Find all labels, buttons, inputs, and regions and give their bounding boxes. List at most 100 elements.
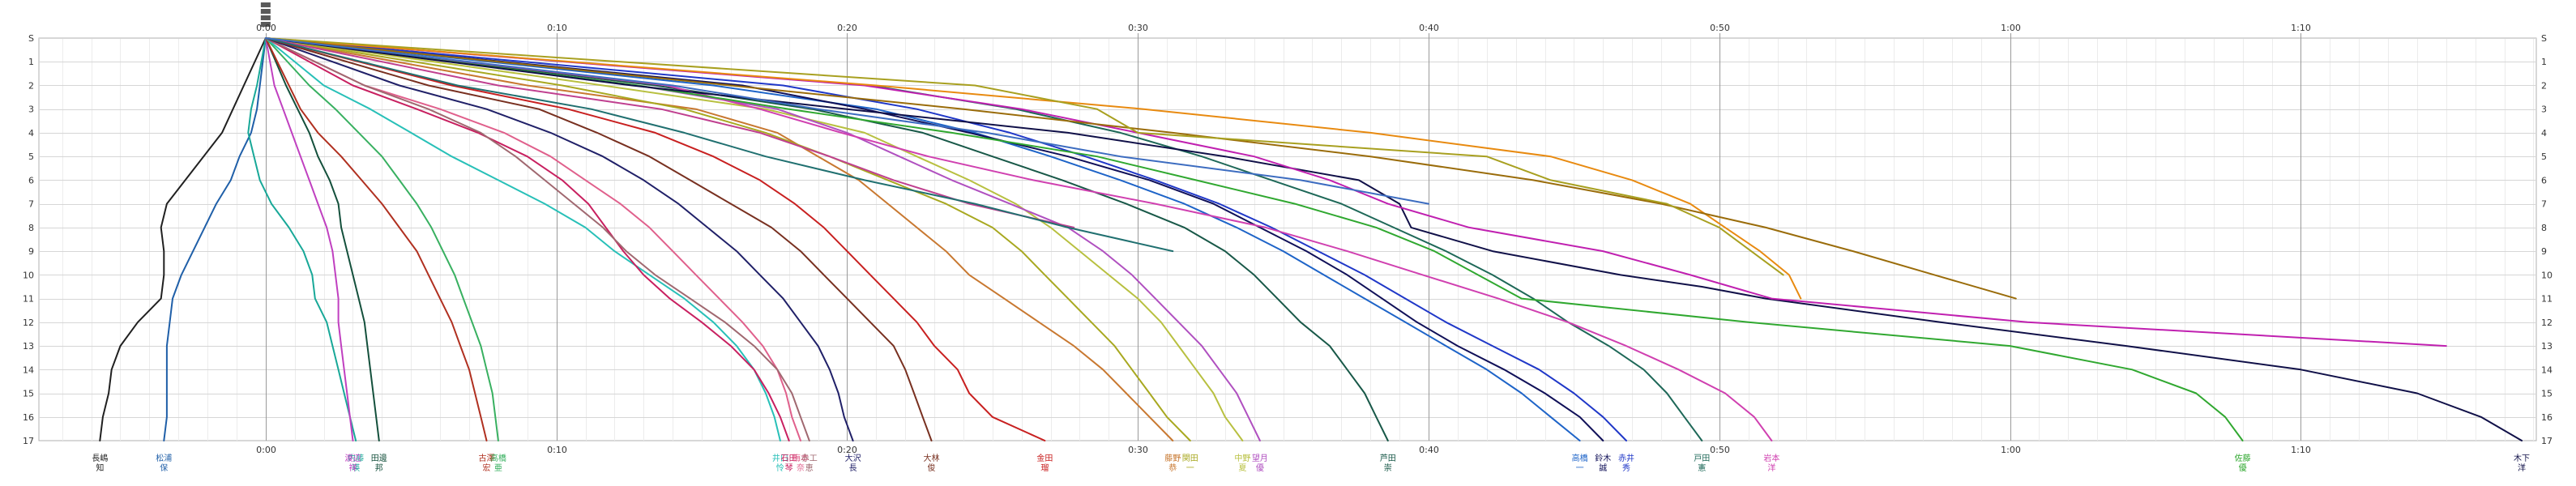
rider-name-second-line: 洋	[1767, 463, 1775, 473]
rider-name: 古澤	[479, 453, 495, 463]
series-line-18	[264, 37, 1389, 441]
y-tick-label-left: 5	[28, 151, 34, 162]
series-lines	[99, 37, 2523, 441]
rider-name-second-line: 瑛	[352, 463, 360, 473]
start-marker	[260, 2, 271, 27]
y-tick-label-left: 11	[23, 294, 34, 305]
series-line-10	[264, 37, 810, 441]
rider-name: 赤井	[1618, 453, 1634, 463]
rider-name: 望月	[1252, 453, 1268, 463]
rider-name: 石田	[781, 454, 797, 463]
x-tick-label-bottom: 0:00	[256, 445, 276, 455]
start-marker-block	[260, 22, 271, 27]
y-tick-label-left: 13	[23, 341, 34, 352]
series-line-7	[264, 37, 781, 441]
rider-name-second-line: 知	[96, 463, 104, 473]
series-line-19	[264, 37, 1581, 441]
rider-name-second-line: 憲	[1698, 463, 1706, 473]
series-line-29	[264, 37, 1784, 276]
start-marker-block	[260, 15, 271, 20]
x-tick-label-top: 1:00	[2001, 23, 2021, 33]
rider-name-second-line: 恵	[805, 463, 814, 473]
y-tick-label-right: 13	[2541, 341, 2553, 352]
y-tick-label-right: 16	[2541, 412, 2553, 423]
x-tick-label-bottom: 0:10	[547, 445, 567, 455]
rider-name-second-line: 長	[849, 463, 857, 473]
rider-name-second-line: 優	[1256, 463, 1264, 473]
series-line-26	[264, 37, 2447, 347]
y-tick-label-left: 10	[23, 270, 34, 280]
series-line-32	[264, 37, 1429, 205]
y-tick-label-left: 2	[28, 80, 34, 91]
rider-name-second-line: 俊	[927, 463, 935, 473]
rider-name-second-line: 洋	[2518, 463, 2526, 473]
rider-name: 岩本	[1763, 453, 1779, 463]
series-line-25	[264, 37, 2523, 441]
x-tick-label-top: 1:10	[2291, 23, 2311, 33]
start-marker-block	[260, 2, 271, 7]
series-line-8	[264, 37, 790, 441]
x-tick-label-top: 0:30	[1128, 23, 1148, 33]
start-marker-block	[260, 9, 271, 14]
series-line-22	[264, 37, 1703, 441]
grid	[38, 33, 2537, 441]
y-tick-label-left: 6	[28, 175, 34, 185]
series-line-11	[264, 37, 854, 441]
rider-name-second-line: 邦	[375, 463, 383, 473]
series-line-21	[264, 37, 1627, 441]
series-line-0	[99, 37, 267, 441]
x-tick-label-top: 0:50	[1710, 23, 1730, 33]
y-tick-label-left: S	[28, 33, 34, 44]
series-line-3	[264, 37, 354, 441]
y-tick-label-left: 1	[28, 57, 34, 67]
rider-name-second-line: 祥	[348, 463, 357, 473]
rider-name-second-line: 琴	[785, 463, 793, 473]
y-tick-label-left: 9	[28, 246, 34, 257]
y-tick-label-right: 17	[2541, 436, 2553, 446]
y-tick-label-left: 16	[23, 412, 34, 423]
x-tick-label-bottom: 1:00	[2001, 445, 2021, 455]
y-tick-label-right: 5	[2541, 151, 2547, 162]
y-tick-label-right: 14	[2541, 364, 2553, 375]
rider-name: 赤工	[801, 454, 818, 463]
rider-name: 田邊	[371, 453, 387, 463]
y-tick-label-left: 14	[23, 364, 34, 375]
x-tick-label-top: 0:00	[256, 23, 276, 33]
rider-name-second-line: 夏	[1238, 463, 1246, 473]
rider-name-second-line: 一	[1576, 464, 1584, 473]
y-tick-label-right: 7	[2541, 199, 2547, 210]
rider-name-second-line: 一	[1186, 464, 1194, 473]
series-line-28	[264, 37, 2017, 300]
series-line-15	[264, 37, 1191, 441]
rider-labels: 長嶋知松浦保内藤瑛渡辺祥田邊邦古澤宏高橋亜井口怜石田琴梅本奈赤工恵大沢長大林俊金…	[92, 453, 2530, 473]
series-line-6	[264, 37, 499, 441]
series-line-16	[264, 37, 1244, 441]
y-tick-label-right: 15	[2541, 389, 2553, 399]
series-line-23	[264, 37, 1773, 441]
series-line-9	[264, 37, 801, 441]
series-line-14	[264, 37, 1174, 441]
rider-name-second-line: 誠	[1599, 463, 1607, 473]
rider-name: 戸田	[1694, 454, 1710, 463]
rider-name: 金田	[1036, 453, 1053, 463]
y-tick-label-left: 3	[28, 104, 34, 115]
rider-name: 長嶋	[92, 453, 108, 463]
series-line-1	[163, 37, 267, 441]
series-line-24	[264, 37, 2244, 441]
rider-name-second-line: 亜	[494, 464, 502, 473]
rider-name: 藤野	[1164, 454, 1181, 463]
rider-name: 井口	[772, 453, 788, 463]
rider-name-second-line: 怜	[776, 463, 784, 473]
x-tick-label-bottom: 0:30	[1128, 445, 1148, 455]
y-tick-label-right: 9	[2541, 246, 2547, 257]
series-line-13	[264, 37, 1046, 441]
rider-name: 中野	[1234, 453, 1250, 463]
y-tick-label-right: 4	[2541, 128, 2547, 139]
x-tick-label-top: 0:40	[1419, 23, 1439, 33]
x-tick-label-bottom: 0:50	[1710, 445, 1730, 455]
series-line-31	[264, 37, 1174, 253]
y-tick-label-left: 8	[28, 223, 34, 233]
rider-name: 大沢	[845, 453, 861, 463]
rider-name: 鈴木	[1595, 453, 1611, 463]
